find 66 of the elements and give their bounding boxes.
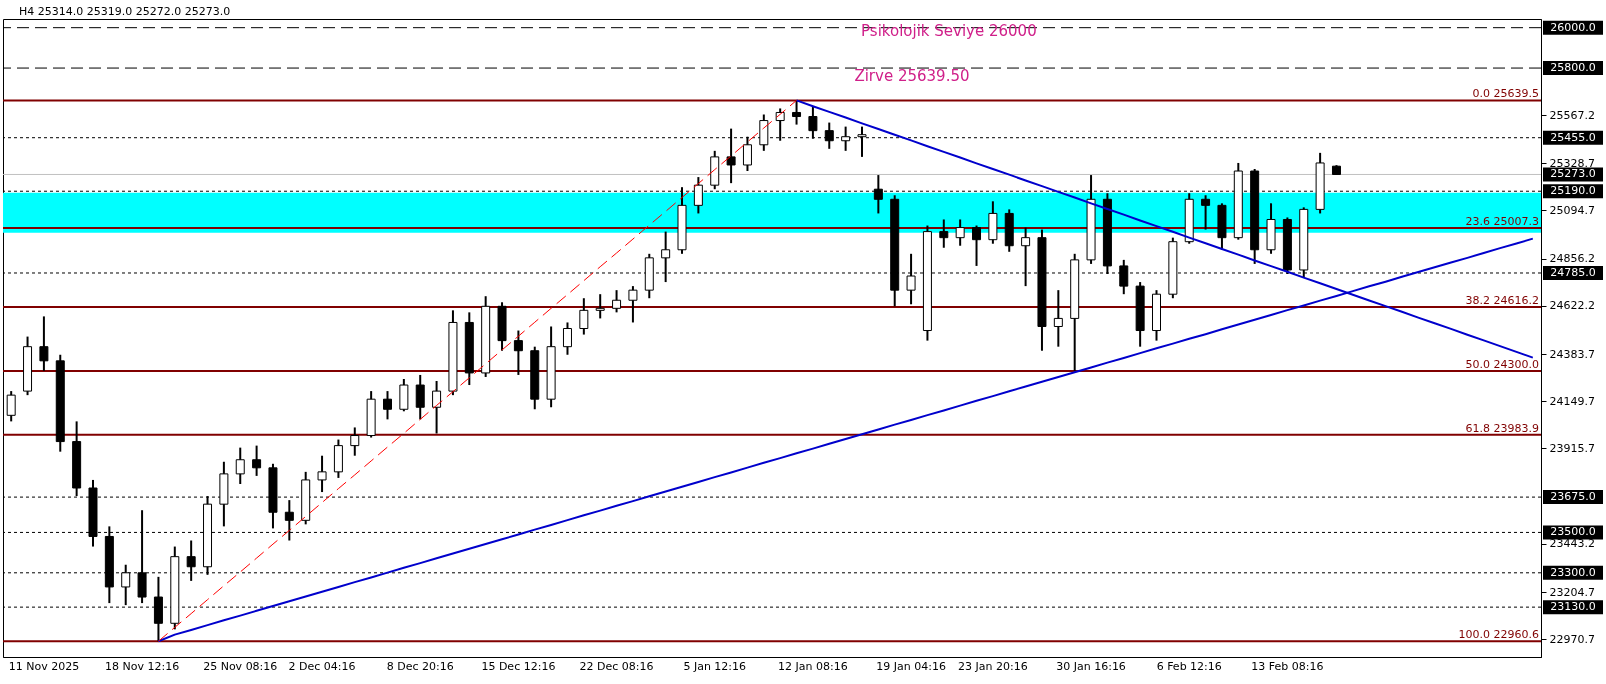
x-tick-label: 5 Jan 12:16 bbox=[683, 659, 747, 673]
candlestick bbox=[1053, 289, 1063, 348]
ref-line-label: 23500.0 bbox=[1550, 525, 1596, 539]
ref-line-label: 24785.0 bbox=[1550, 265, 1596, 279]
y-tick-label: 24149.7 bbox=[1549, 394, 1595, 408]
candlestick bbox=[39, 315, 49, 372]
candlestick bbox=[612, 289, 622, 314]
ref-line-label: 23130.0 bbox=[1550, 600, 1596, 614]
candlestick bbox=[432, 380, 442, 435]
y-tick-label: 24622.2 bbox=[1549, 299, 1595, 313]
x-tick-label: 23 Jan 20:16 bbox=[958, 659, 1028, 673]
chart-title: H4 25314.0 25319.0 25272.0 25273.0 bbox=[19, 5, 231, 18]
y-tick-label: 24856.2 bbox=[1549, 252, 1595, 266]
x-tick-label: 22 Dec 08:16 bbox=[579, 659, 654, 673]
candlestick bbox=[252, 444, 262, 477]
candlestick bbox=[939, 218, 949, 249]
candlestick bbox=[972, 224, 982, 267]
candlestick bbox=[235, 446, 245, 485]
candlestick bbox=[317, 454, 327, 494]
ref-line-label: 0.0 25639.5 bbox=[1472, 87, 1539, 101]
y-tick-label: 25094.7 bbox=[1549, 203, 1595, 217]
ref-line-label: 26000.0 bbox=[1550, 20, 1596, 34]
candlestick bbox=[628, 285, 638, 324]
candlestick bbox=[792, 99, 802, 126]
ref-line-label: 61.8 23983.9 bbox=[1465, 421, 1539, 435]
annotation: Psikolojik Seviye 26000 bbox=[861, 22, 1037, 40]
candlestick bbox=[415, 373, 425, 421]
ref-line-label: 50.0 24300.0 bbox=[1465, 357, 1539, 371]
ref-line-label: 23.6 25007.3 bbox=[1465, 215, 1539, 229]
x-tick-label: 13 Feb 08:16 bbox=[1251, 659, 1324, 673]
line-series bbox=[157, 99, 798, 642]
x-tick-label: 6 Feb 12:16 bbox=[1156, 659, 1222, 673]
candlestick bbox=[513, 329, 523, 376]
candlestick bbox=[6, 390, 16, 423]
candlestick bbox=[955, 218, 965, 247]
x-tick-label: 18 Nov 12:16 bbox=[104, 659, 180, 673]
y-tick-label: 25328.7 bbox=[1549, 156, 1595, 170]
x-tick-label: 12 Jan 08:16 bbox=[778, 659, 848, 673]
x-tick-label: 30 Jan 16:16 bbox=[1056, 659, 1126, 673]
ref-line-label: 25455.0 bbox=[1550, 130, 1596, 144]
ref-line-label: 23300.0 bbox=[1550, 565, 1596, 579]
x-tick-label: 11 Nov 2025 bbox=[8, 659, 80, 673]
y-tick-label: 25567.2 bbox=[1549, 108, 1595, 122]
y-tick-label: 23204.7 bbox=[1549, 585, 1595, 599]
annotation: Zirve 25639.50 bbox=[854, 67, 970, 85]
candlestick bbox=[579, 297, 589, 336]
candlestick bbox=[383, 390, 392, 421]
y-tick-label: 24383.7 bbox=[1549, 347, 1595, 361]
x-tick-label: 15 Dec 12:16 bbox=[481, 659, 556, 673]
x-tick-label: 25 Nov 08:16 bbox=[203, 659, 278, 673]
candlestick bbox=[595, 293, 605, 320]
y-tick-label: 23443.2 bbox=[1549, 537, 1595, 551]
ref-line-label: 25273.0 bbox=[1550, 167, 1596, 181]
x-tick-label: 19 Jan 04:16 bbox=[876, 659, 946, 673]
candlestick bbox=[350, 426, 360, 457]
ref-line-label: 23675.0 bbox=[1550, 490, 1596, 504]
candlestick bbox=[562, 321, 572, 356]
y-tick-label: 23915.7 bbox=[1549, 442, 1595, 455]
x-tick-label: 8 Dec 20:16 bbox=[386, 659, 454, 673]
ref-line-label: 25190.0 bbox=[1550, 184, 1596, 198]
ref-line-label: 38.2 24616.2 bbox=[1465, 294, 1539, 308]
ref-line-label: 25800.0 bbox=[1550, 61, 1596, 75]
ref-line-label: 100.0 22960.6 bbox=[1458, 628, 1539, 642]
candlestick bbox=[1201, 194, 1211, 231]
y-tick-label: 22970.7 bbox=[1549, 632, 1595, 646]
x-tick-label: 2 Dec 04:16 bbox=[288, 659, 356, 673]
